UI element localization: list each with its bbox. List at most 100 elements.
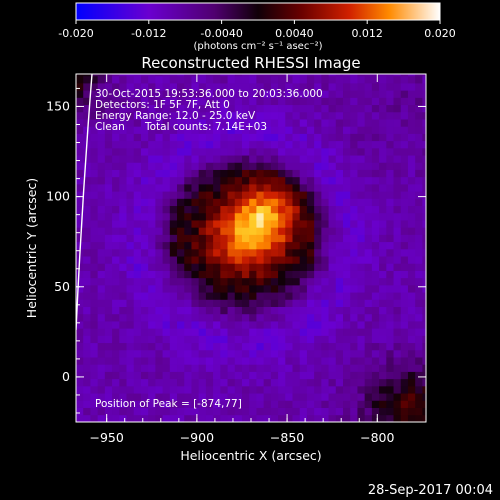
heatmap-cell: [249, 313, 257, 322]
heatmap-cell: [299, 299, 308, 307]
heatmap-cell: [350, 83, 358, 91]
heatmap-cell: [162, 284, 171, 293]
heatmap-cell: [184, 234, 192, 243]
heatmap-cell: [140, 241, 149, 250]
heatmap-cell: [379, 371, 387, 380]
heatmap-cell: [213, 277, 221, 286]
heatmap-cell: [415, 400, 423, 408]
heatmap-cell: [220, 407, 228, 416]
heatmap-cell: [321, 292, 329, 300]
heatmap-cell: [386, 378, 394, 387]
heatmap-cell: [371, 321, 380, 329]
heatmap-cell: [133, 299, 142, 307]
heatmap-cell: [292, 299, 301, 307]
heatmap-cell: [205, 299, 214, 307]
heatmap-cell: [386, 126, 394, 134]
heatmap-cell: [335, 328, 344, 336]
heatmap-cell: [299, 147, 308, 156]
heatmap-cell: [278, 400, 286, 408]
heatmap-cell: [213, 357, 221, 365]
heatmap-cell: [357, 126, 366, 134]
heatmap-cell: [350, 414, 358, 422]
heatmap-cell: [213, 83, 221, 91]
heatmap-cell: [371, 342, 380, 351]
heatmap-cell: [249, 90, 257, 98]
heatmap-cell: [184, 385, 192, 394]
heatmap-cell: [371, 378, 380, 387]
heatmap-cell: [256, 212, 265, 221]
heatmap-cell: [184, 220, 192, 228]
heatmap-cell: [234, 212, 243, 221]
heatmap-cell: [357, 371, 366, 380]
heatmap-cell: [371, 169, 380, 178]
heatmap-cell: [205, 292, 214, 300]
heatmap-cell: [148, 198, 156, 207]
heatmap-cell: [357, 191, 366, 199]
heatmap-cell: [278, 198, 286, 207]
heatmap-cell: [415, 306, 423, 315]
heatmap-cell: [119, 263, 127, 271]
heatmap-cell: [270, 183, 279, 192]
heatmap-cell: [407, 357, 416, 365]
heatmap-cell: [191, 74, 200, 77]
heatmap-cell: [314, 357, 322, 365]
heatmap-cell: [191, 97, 200, 106]
heatmap-cell: [169, 104, 178, 113]
heatmap-cell: [234, 306, 243, 315]
heatmap-cell: [292, 126, 301, 134]
heatmap-cell: [350, 393, 358, 401]
heatmap-cell: [169, 256, 178, 264]
heatmap-cell: [97, 83, 106, 91]
heatmap-cell: [364, 414, 373, 422]
heatmap-cell: [299, 227, 308, 235]
heatmap-cell: [335, 183, 344, 192]
heatmap-cell: [263, 140, 272, 149]
heatmap-cell: [415, 104, 423, 113]
heatmap-cell: [76, 277, 84, 286]
heatmap-cell: [90, 97, 99, 106]
heatmap-cell: [112, 155, 120, 163]
heatmap-cell: [76, 75, 84, 84]
heatmap-cell: [256, 97, 265, 106]
heatmap-cell: [104, 75, 113, 84]
heatmap-cell: [263, 306, 272, 315]
heatmap-cell: [119, 313, 127, 322]
heatmap-cell: [119, 292, 127, 300]
heatmap-cell: [148, 111, 156, 120]
heatmap-cell: [198, 385, 207, 394]
heatmap-cell: [357, 414, 366, 422]
heatmap-cell: [292, 263, 301, 271]
heatmap-cell: [328, 378, 337, 387]
heatmap-cell: [133, 306, 142, 315]
heatmap-cell: [227, 191, 236, 199]
heatmap-cell: [155, 364, 163, 372]
heatmap-cell: [169, 364, 178, 372]
heatmap-cell: [292, 328, 301, 336]
heatmap-cell: [205, 313, 214, 322]
heatmap-cell: [256, 205, 265, 214]
heatmap-cell: [155, 155, 163, 163]
heatmap-cell: [205, 414, 214, 422]
heatmap-cell: [169, 342, 178, 351]
heatmap-cell: [263, 126, 272, 134]
heatmap-cell: [126, 414, 135, 422]
heatmap-cell: [400, 357, 409, 365]
heatmap-cell: [90, 364, 99, 372]
heatmap-cell: [386, 234, 394, 243]
heatmap-cell: [184, 74, 192, 77]
heatmap-cell: [155, 162, 163, 170]
heatmap-cell: [227, 263, 236, 271]
heatmap-cell: [371, 414, 380, 422]
heatmap-cell: [393, 321, 402, 329]
heatmap-cell: [213, 220, 221, 228]
heatmap-cell: [350, 263, 358, 271]
heatmap-cell: [299, 248, 308, 257]
heatmap-cell: [191, 277, 200, 286]
heatmap-cell: [335, 414, 344, 422]
heatmap-cell: [364, 342, 373, 351]
heatmap-cell: [97, 256, 106, 264]
heatmap-cell: [249, 328, 257, 336]
heatmap-cell: [97, 284, 106, 293]
heatmap-cell: [270, 97, 279, 106]
heatmap-cell: [357, 83, 366, 91]
